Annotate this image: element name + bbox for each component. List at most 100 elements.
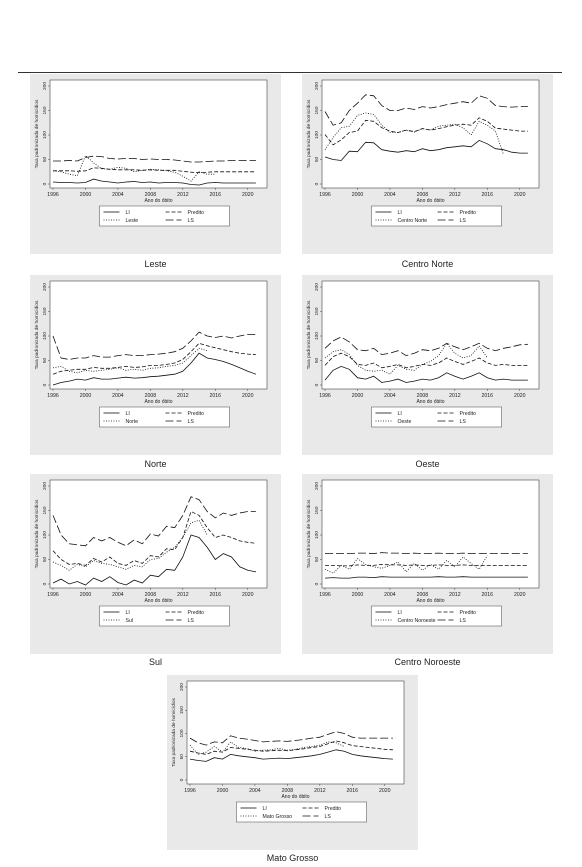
series-line-dashed <box>52 342 256 375</box>
legend-label: Predito <box>188 411 205 417</box>
chart-svg: Taxa padronizada de homicídios 0 50 100 150 2… <box>306 479 540 627</box>
x-tick-label: 2004 <box>112 192 124 198</box>
series-line-longdash <box>52 496 256 547</box>
y-tick-label: 150 <box>314 106 320 114</box>
legend-label: Predito <box>460 411 477 417</box>
y-tick-label: 100 <box>314 531 320 539</box>
chart-svg: Taxa padronizada de homicídios 0 50 100 150 2… <box>171 680 405 823</box>
x-tick-label: 2000 <box>80 592 92 598</box>
plot-area <box>321 280 540 390</box>
y-tick-label: 150 <box>179 706 185 714</box>
series-line-solid <box>324 365 528 383</box>
plot-area <box>49 479 268 589</box>
series-line-dashed <box>52 510 256 566</box>
chart-panel-sul: Taxa padronizada de homicídios 0 50 100 150 2… <box>30 474 281 654</box>
x-tick-label: 2016 <box>347 788 359 794</box>
series-line-solid <box>324 576 528 579</box>
y-tick-label: 100 <box>314 332 320 340</box>
legend <box>371 605 502 627</box>
x-tick-label: 2012 <box>449 192 461 198</box>
legend-label: LI <box>263 806 267 812</box>
y-tick-label: 200 <box>42 283 48 291</box>
y-tick-label: 0 <box>42 383 48 386</box>
y-tick-label: 100 <box>42 131 48 139</box>
panel-caption: Oeste <box>415 459 440 469</box>
y-tick-label: 200 <box>314 82 320 90</box>
x-tick-label: 2016 <box>210 393 222 399</box>
y-axis-label: Taxa padronizada de homicídios <box>34 99 40 168</box>
series-line-longdash <box>324 94 528 126</box>
x-tick-label: 2000 <box>352 192 364 198</box>
y-axis-label: Taxa padronizada de homicídios <box>306 99 312 168</box>
x-tick-label: 2020 <box>514 393 526 399</box>
legend-label: LI <box>126 610 130 616</box>
chart-svg: Taxa padronizada de homicídios 0 50 100 150 2… <box>34 479 268 627</box>
x-tick-label: 2000 <box>352 393 364 399</box>
legend <box>99 406 230 428</box>
plot-area <box>321 79 540 189</box>
legend-label: LS <box>460 419 467 425</box>
legend <box>371 205 502 227</box>
series-line-dashed <box>324 352 528 369</box>
panel-caption: Centro Norte <box>401 259 454 269</box>
x-tick-label: 1996 <box>319 192 331 198</box>
x-tick-label: 1996 <box>319 592 331 598</box>
legend-label: LI <box>398 411 402 417</box>
series-line-solid <box>324 139 528 161</box>
x-tick-label: 2008 <box>417 192 429 198</box>
legend <box>371 406 502 428</box>
x-tick-label: 2016 <box>482 592 494 598</box>
series-line-dotted <box>324 342 488 375</box>
x-tick-label: 2012 <box>314 788 326 794</box>
panel-caption: Leste <box>144 259 167 269</box>
series-line-dashed <box>189 740 393 755</box>
y-tick-label: 200 <box>314 283 320 291</box>
y-tick-label: 0 <box>314 383 320 386</box>
panel-caption: Sul <box>148 657 162 667</box>
chart-panel-norte: Taxa padronizada de homicídios 0 50 100 150 2… <box>30 275 281 455</box>
x-tick-label: 2008 <box>417 393 429 399</box>
x-tick-label: 2020 <box>242 592 254 598</box>
y-tick-label: 150 <box>314 307 320 315</box>
y-tick-label: 150 <box>42 506 48 514</box>
y-tick-label: 50 <box>42 157 48 163</box>
y-tick-label: 200 <box>179 683 185 691</box>
series-line-dotted <box>324 112 504 155</box>
plot-area <box>321 479 540 589</box>
y-tick-label: 50 <box>42 557 48 563</box>
y-tick-label: 200 <box>42 82 48 90</box>
plot-area <box>49 280 268 390</box>
x-tick-label: 2000 <box>217 788 229 794</box>
legend-label: Centro Noroeste <box>398 618 436 624</box>
x-tick-label: 2008 <box>282 788 294 794</box>
panel-caption: Centro Noroeste <box>394 657 461 667</box>
x-tick-label: 2000 <box>80 393 92 399</box>
y-tick-label: 0 <box>179 778 185 781</box>
y-tick-label: 150 <box>314 506 320 514</box>
y-tick-label: 150 <box>42 106 48 114</box>
top-rule <box>18 72 562 73</box>
legend-label: LI <box>126 210 130 216</box>
legend-label: Oeste <box>398 419 412 425</box>
y-tick-label: 0 <box>314 582 320 585</box>
y-axis-label: Taxa padronizada de homicídios <box>34 499 40 568</box>
chart-svg: Taxa padronizada de homicídios 0 50 100 150 2… <box>34 280 268 428</box>
legend-label: Sul <box>126 618 134 624</box>
x-axis-label: Ano do óbito <box>416 598 444 604</box>
series-line-solid <box>52 534 256 586</box>
legend-label: Leste <box>126 218 139 224</box>
x-tick-label: 1996 <box>47 592 59 598</box>
legend-label: Mato Grosso <box>263 814 293 820</box>
x-tick-label: 1996 <box>184 788 196 794</box>
chart-panel-centro-noroeste: Taxa padronizada de homicídios 0 50 100 150 2… <box>302 474 553 654</box>
legend-label: Predito <box>188 210 205 216</box>
y-tick-label: 0 <box>42 182 48 185</box>
x-tick-label: 2004 <box>112 592 124 598</box>
x-tick-label: 1996 <box>47 192 59 198</box>
legend-label: Predito <box>460 210 477 216</box>
x-tick-label: 2012 <box>449 592 461 598</box>
legend-label: LI <box>398 210 402 216</box>
x-tick-label: 1996 <box>319 393 331 399</box>
series-line-longdash <box>189 731 393 746</box>
legend-label: LS <box>460 218 467 224</box>
